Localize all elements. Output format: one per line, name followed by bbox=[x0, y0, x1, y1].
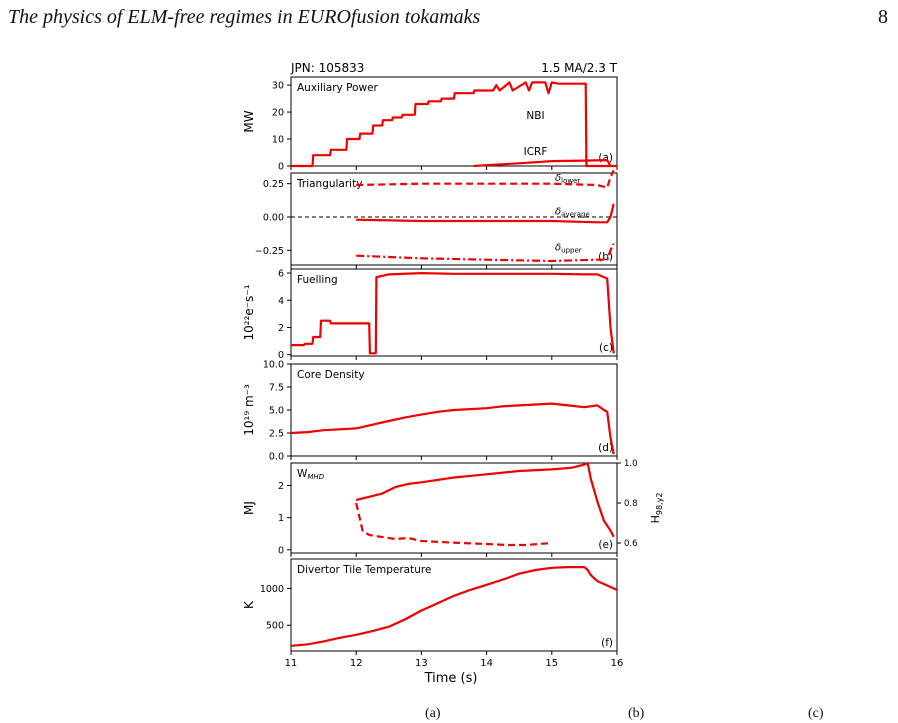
page-number: 8 bbox=[878, 6, 888, 28]
x-tick-label: 12 bbox=[350, 658, 363, 669]
x-tick-label: 15 bbox=[545, 658, 558, 669]
caption-fragments: (a) (b) (c) bbox=[0, 706, 898, 723]
panel-title: Triangularity bbox=[296, 178, 362, 190]
y-axis-label: 10²²e⁻s⁻¹ bbox=[242, 284, 256, 340]
panel-frame bbox=[290, 76, 618, 167]
series-line bbox=[473, 159, 612, 168]
y-axis-label: K bbox=[242, 600, 256, 609]
panel-frame bbox=[290, 172, 618, 266]
multi-panel-figure: JPN: 105833 1.5 MA/2.3 T 0102030MWAuxili… bbox=[242, 61, 664, 686]
plasma-params-label: 1.5 MA/2.3 T bbox=[541, 61, 617, 75]
panel-letter: (a) bbox=[598, 152, 613, 164]
page-header: The physics of ELM-free regimes in EUROf… bbox=[8, 6, 888, 36]
panel-title: Auxiliary Power bbox=[297, 82, 379, 94]
panel-title: Divertor Tile Temperature bbox=[297, 564, 431, 576]
x-axis-label: Time (s) bbox=[424, 671, 478, 686]
panel-a: 0 10 20 30 MW Auxiliary Power (a) NBI ICRF bbox=[242, 76, 618, 173]
y-tick-label: 6 bbox=[278, 269, 284, 280]
y-axis-label: MW bbox=[242, 110, 256, 132]
series-line bbox=[290, 566, 618, 647]
series-line bbox=[356, 203, 615, 224]
x-tick-label: 16 bbox=[611, 658, 624, 669]
series-line bbox=[355, 502, 552, 547]
y-tick-label: 0.0 bbox=[269, 452, 284, 463]
series-line bbox=[290, 402, 615, 455]
y-tick-label: 5.0 bbox=[269, 406, 284, 417]
y-tick-label: 4 bbox=[278, 296, 284, 307]
y-tick-label: 20 bbox=[272, 108, 284, 119]
series-line bbox=[355, 461, 615, 538]
panel-d: 0.0 2.5 5.0 7.5 10.0 10¹⁹ m⁻³ Core Density (d) bbox=[242, 360, 618, 463]
y-tick-label: 0.25 bbox=[263, 179, 284, 190]
panel-e: 0 1 2 MJ WMHD (e) 0.6 0.8 1.0 H98,y2 bbox=[242, 459, 664, 557]
panel-letter: (c) bbox=[599, 342, 613, 354]
panel-frame bbox=[290, 268, 618, 357]
panel-c: 0 2 4 6 10²²e⁻s⁻¹ Fuelling (c) bbox=[242, 268, 618, 361]
y-axis-label: MJ bbox=[242, 501, 256, 515]
delta-label-lower: δlower bbox=[555, 173, 580, 185]
x-tick-label: 11 bbox=[285, 658, 298, 669]
panel-frame bbox=[290, 462, 618, 554]
series-line bbox=[291, 81, 617, 168]
y-tick-label: 1 bbox=[278, 513, 284, 524]
y-tick-label: 500 bbox=[266, 621, 284, 632]
y-tick-label: 2 bbox=[278, 323, 284, 334]
y-tick-label: 1000 bbox=[260, 584, 284, 595]
pulse-label: JPN: 105833 bbox=[290, 61, 364, 75]
y2-tick-label: 0.8 bbox=[624, 499, 638, 509]
delta-label-average: δaverage bbox=[555, 206, 590, 218]
panel-title: Core Density bbox=[297, 369, 365, 381]
panel-f: 500 1000 K Divertor Tile Temperature (f) bbox=[242, 558, 618, 655]
y-axis-label: 10¹⁹ m⁻³ bbox=[242, 384, 256, 436]
caption-fragment-b: (b) bbox=[628, 706, 645, 721]
y-tick-label: 0 bbox=[278, 350, 284, 361]
annotation-icrf: ICRF bbox=[524, 146, 548, 158]
y-tick-label: 0 bbox=[278, 545, 284, 556]
x-tick-label: 13 bbox=[415, 658, 428, 669]
panel-title: WMHD bbox=[297, 468, 325, 481]
y-tick-label: 2.5 bbox=[269, 429, 284, 440]
y-tick-label: −0.25 bbox=[255, 246, 284, 257]
y-tick-label: 30 bbox=[272, 81, 284, 92]
panel-letter: (e) bbox=[598, 539, 613, 551]
x-axis: 11 12 13 14 15 16 bbox=[285, 658, 624, 669]
y-tick-label: 0.00 bbox=[263, 213, 284, 224]
y-tick-label: 10 bbox=[272, 135, 284, 146]
x-tick-label: 14 bbox=[480, 658, 493, 669]
series-line bbox=[356, 243, 615, 263]
y2-axis-label: H98,y2 bbox=[649, 493, 664, 524]
panel-letter: (f) bbox=[601, 637, 613, 649]
y-tick-label: 10.0 bbox=[263, 360, 284, 371]
panel-frame bbox=[290, 558, 618, 652]
delta-label-upper: δupper bbox=[555, 242, 582, 254]
y-tick-label: 7.5 bbox=[269, 383, 284, 394]
y-tick-label: 0 bbox=[278, 162, 284, 173]
y-tick-label: 2 bbox=[278, 481, 284, 492]
caption-fragment-c: (c) bbox=[808, 706, 824, 721]
y2-tick-label: 0.6 bbox=[624, 539, 638, 549]
series-line bbox=[291, 272, 615, 355]
panel-title: Fuelling bbox=[297, 274, 338, 286]
y2-tick-label: 1.0 bbox=[624, 459, 638, 469]
caption-fragment-a: (a) bbox=[425, 706, 441, 721]
panel-letter: (d) bbox=[598, 442, 613, 454]
annotation-nbi: NBI bbox=[526, 110, 544, 122]
running-title: The physics of ELM-free regimes in EUROf… bbox=[8, 6, 481, 28]
panel-b: −0.250.000.25 Triangularity(b)δlowerδaver… bbox=[255, 169, 618, 269]
